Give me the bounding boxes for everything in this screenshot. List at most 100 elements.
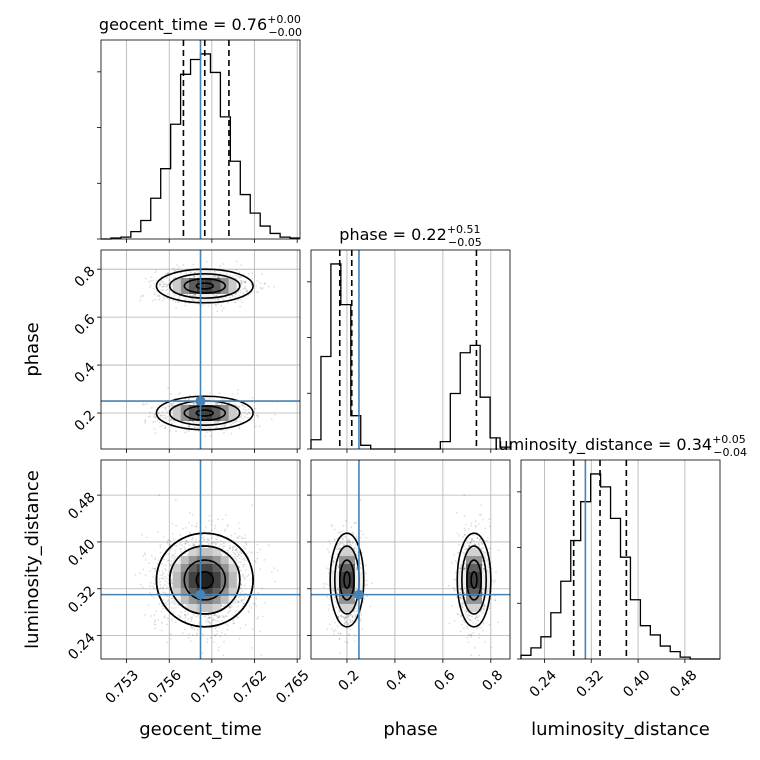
sample-point <box>166 297 168 299</box>
sample-point <box>161 587 164 590</box>
sample-point <box>234 301 236 304</box>
sample-point <box>488 607 491 610</box>
sample-point <box>188 425 191 428</box>
sample-point <box>208 514 211 517</box>
sample-point <box>342 616 345 618</box>
sample-point <box>167 582 170 585</box>
sample-point <box>170 580 173 583</box>
sample-point <box>162 406 164 409</box>
sample-point <box>162 576 164 579</box>
sample-point <box>478 633 481 635</box>
sample-point <box>213 634 216 637</box>
sample-point <box>154 271 157 274</box>
sample-point <box>211 619 214 622</box>
sample-point <box>323 582 325 585</box>
sample-point <box>187 618 190 620</box>
sample-point <box>234 296 237 299</box>
sample-point <box>153 428 156 431</box>
sample-point <box>240 282 243 285</box>
density-cell <box>204 413 213 422</box>
sample-point <box>237 561 240 563</box>
sample-point <box>170 548 172 550</box>
sample-point <box>240 555 243 557</box>
sample-point <box>241 558 244 561</box>
sample-point <box>244 576 246 579</box>
title-upper-error: +0.51 <box>447 223 481 236</box>
y-tick-label: 0.32 <box>65 583 98 616</box>
panel-border <box>100 249 301 450</box>
sample-point <box>239 415 242 418</box>
sample-point <box>161 424 164 427</box>
sample-point <box>242 565 245 568</box>
sample-point <box>270 571 273 574</box>
sample-point <box>339 633 342 636</box>
panel-border <box>520 459 721 660</box>
sample-point <box>328 568 330 570</box>
sample-point <box>155 269 157 272</box>
sample-point <box>171 422 173 425</box>
sample-point <box>217 616 220 619</box>
sample-point <box>335 606 338 609</box>
sample-point <box>149 585 152 587</box>
sample-point <box>257 291 259 294</box>
sample-point <box>207 537 209 540</box>
sample-point <box>193 543 195 546</box>
density-cell <box>212 563 221 572</box>
sample-point <box>463 592 466 594</box>
sample-point <box>226 525 229 528</box>
sample-point <box>352 620 354 623</box>
sample-point <box>333 589 335 592</box>
sample-point <box>355 567 358 570</box>
sample-point <box>355 568 358 571</box>
sample-point <box>238 637 241 640</box>
sample-point <box>238 595 241 597</box>
sample-point <box>159 546 162 549</box>
sample-point <box>157 559 160 562</box>
title-upper-error: +0.00 <box>267 13 301 26</box>
sample-point <box>162 289 165 291</box>
sample-point <box>193 614 196 616</box>
sample-point <box>471 539 473 541</box>
hist-panel-geocent_time <box>97 39 301 243</box>
sample-point <box>342 538 344 540</box>
sample-point <box>187 541 190 544</box>
sample-point <box>139 572 141 575</box>
sample-point <box>489 525 491 528</box>
hist-panel-luminosity_distance: 0.24 0.32 0.40 0.48 <box>517 459 721 701</box>
sample-point <box>244 624 247 626</box>
sample-point <box>343 618 346 621</box>
sample-point <box>337 543 340 545</box>
sample-point <box>475 615 478 618</box>
sample-point <box>155 279 158 282</box>
sample-point <box>222 307 225 310</box>
sample-point <box>478 654 480 657</box>
density-cell <box>228 579 237 588</box>
sample-point <box>348 618 351 621</box>
density-cell <box>212 603 221 612</box>
sample-point <box>237 596 240 599</box>
sample-point <box>365 579 368 582</box>
sample-point <box>238 416 241 419</box>
sample-point <box>224 528 227 531</box>
sample-point <box>173 402 175 404</box>
sample-point <box>364 564 367 567</box>
density-cell <box>212 587 221 596</box>
sample-point <box>214 295 217 297</box>
sample-point <box>232 622 235 625</box>
sample-point <box>166 292 169 295</box>
sample-point <box>241 552 243 555</box>
sample-point <box>188 276 191 279</box>
sample-point <box>209 435 212 438</box>
density-cell <box>204 587 213 596</box>
sample-point <box>238 553 240 556</box>
sample-point <box>210 520 213 523</box>
sample-point <box>169 402 172 405</box>
sample-point <box>236 584 239 587</box>
sample-point <box>195 615 198 618</box>
sample-point <box>482 607 484 610</box>
sample-point <box>187 425 190 428</box>
sample-point <box>187 426 190 428</box>
sample-point <box>168 589 171 592</box>
density-cell <box>220 587 229 596</box>
